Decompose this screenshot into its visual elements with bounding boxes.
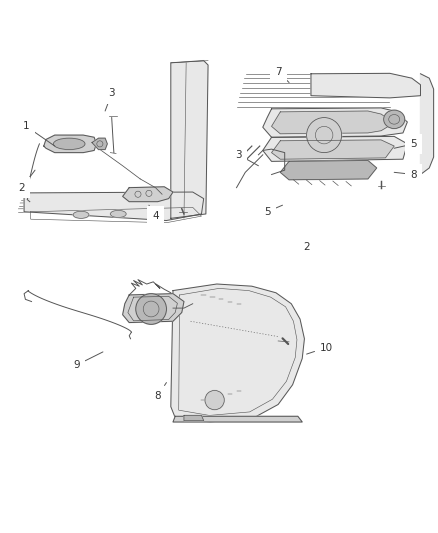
Text: 2: 2 xyxy=(303,238,313,252)
Text: 5: 5 xyxy=(264,205,283,217)
Ellipse shape xyxy=(73,211,89,219)
Text: 1: 1 xyxy=(23,122,55,146)
Text: 2: 2 xyxy=(18,170,35,192)
Text: 8: 8 xyxy=(394,169,417,180)
Text: 8: 8 xyxy=(154,383,166,401)
Text: 10: 10 xyxy=(307,343,333,354)
Polygon shape xyxy=(123,187,173,201)
Polygon shape xyxy=(173,416,302,422)
Polygon shape xyxy=(311,74,420,98)
Polygon shape xyxy=(272,140,394,159)
Text: 7: 7 xyxy=(275,67,289,83)
Circle shape xyxy=(136,294,166,324)
Polygon shape xyxy=(24,192,204,221)
Polygon shape xyxy=(92,138,107,150)
Polygon shape xyxy=(123,294,184,322)
Polygon shape xyxy=(280,160,377,180)
Text: 5: 5 xyxy=(394,139,417,149)
Circle shape xyxy=(307,118,342,152)
Text: 3: 3 xyxy=(235,150,258,166)
Ellipse shape xyxy=(53,138,85,150)
Ellipse shape xyxy=(384,110,405,128)
Polygon shape xyxy=(171,61,208,219)
Polygon shape xyxy=(263,108,407,138)
Ellipse shape xyxy=(110,211,126,217)
Polygon shape xyxy=(184,415,204,421)
Polygon shape xyxy=(272,111,394,134)
Polygon shape xyxy=(420,74,434,174)
Text: 9: 9 xyxy=(73,352,103,370)
Polygon shape xyxy=(263,136,407,161)
Circle shape xyxy=(205,391,224,410)
Polygon shape xyxy=(171,284,304,422)
Text: 3: 3 xyxy=(105,88,115,111)
Ellipse shape xyxy=(148,209,163,216)
Polygon shape xyxy=(44,135,96,152)
Text: 4: 4 xyxy=(149,205,159,221)
